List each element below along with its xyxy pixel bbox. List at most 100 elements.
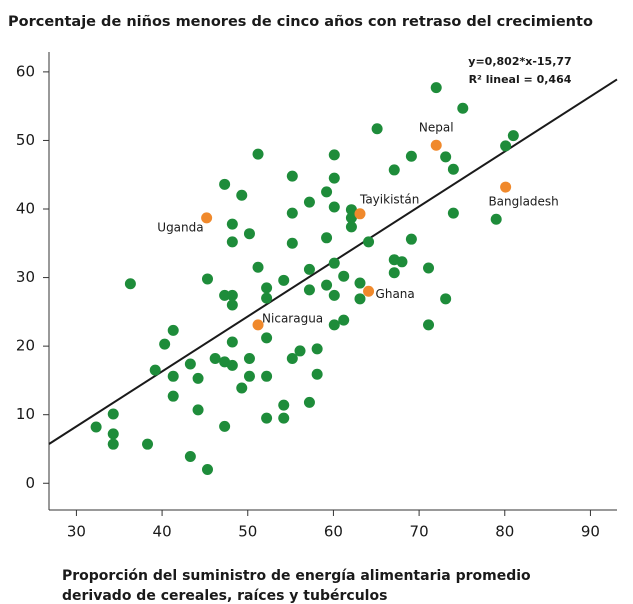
point xyxy=(371,123,383,135)
point xyxy=(226,359,238,371)
point xyxy=(124,278,136,290)
point xyxy=(457,102,469,114)
y-tick-label: 20 xyxy=(16,337,35,355)
point xyxy=(192,372,204,384)
point xyxy=(286,170,298,182)
y-tick-label: 30 xyxy=(16,268,35,286)
point xyxy=(226,336,238,348)
point xyxy=(490,213,502,225)
point xyxy=(321,279,333,291)
point xyxy=(226,299,238,311)
point xyxy=(345,212,357,224)
annotation: R² lineal = 0,464 xyxy=(469,73,572,86)
point-label: Bangladesh xyxy=(488,195,558,209)
point xyxy=(90,421,102,433)
point xyxy=(149,364,161,376)
point xyxy=(405,150,417,162)
point xyxy=(209,352,221,364)
point xyxy=(430,82,442,94)
point xyxy=(328,149,340,161)
point xyxy=(294,345,306,357)
point xyxy=(286,237,298,249)
point xyxy=(321,232,333,244)
y-tick-label: 10 xyxy=(16,405,35,423)
point xyxy=(167,390,179,402)
point xyxy=(363,285,375,297)
x-axis-label: Proporción del suministro de energía ali… xyxy=(62,568,531,584)
y-tick-label: 60 xyxy=(16,62,35,80)
point xyxy=(440,151,452,163)
y-tick-label: 40 xyxy=(16,200,35,218)
point xyxy=(107,408,119,420)
point xyxy=(447,163,459,175)
point xyxy=(286,207,298,219)
x-tick-label: 50 xyxy=(238,523,257,541)
point xyxy=(303,263,315,275)
point xyxy=(236,382,248,394)
point xyxy=(192,404,204,416)
point xyxy=(184,451,196,463)
point xyxy=(430,139,442,151)
point xyxy=(405,233,417,245)
point xyxy=(261,282,273,294)
point xyxy=(243,228,255,240)
point xyxy=(286,352,298,364)
point xyxy=(226,289,238,301)
point xyxy=(107,438,119,450)
point xyxy=(167,370,179,382)
point xyxy=(440,293,452,305)
point xyxy=(328,289,340,301)
point xyxy=(447,207,459,219)
point xyxy=(303,396,315,408)
x-axis-label: derivado de cereales, raíces y tubérculo… xyxy=(62,588,387,604)
point xyxy=(321,186,333,198)
point xyxy=(261,370,273,382)
point xyxy=(328,319,340,331)
point xyxy=(311,343,323,355)
y-tick-label: 50 xyxy=(16,131,35,149)
point xyxy=(107,428,119,440)
y-tick-label: 0 xyxy=(25,474,35,492)
point xyxy=(338,314,350,326)
point xyxy=(201,273,213,285)
point-label: Tayikistán xyxy=(359,192,419,206)
point xyxy=(159,338,171,350)
point xyxy=(219,178,231,190)
point xyxy=(328,172,340,184)
point xyxy=(252,319,264,331)
point xyxy=(345,204,357,216)
point xyxy=(388,164,400,176)
point xyxy=(278,399,290,411)
point xyxy=(278,274,290,286)
point xyxy=(261,412,273,424)
x-tick-label: 60 xyxy=(324,523,343,541)
point xyxy=(236,189,248,201)
point xyxy=(500,181,512,193)
point xyxy=(338,270,350,282)
point-label: Uganda xyxy=(157,220,203,234)
x-tick-label: 40 xyxy=(153,523,172,541)
point xyxy=(500,140,512,152)
point xyxy=(142,438,154,450)
point xyxy=(252,261,264,273)
point xyxy=(354,208,366,220)
point xyxy=(243,370,255,382)
annotation: y=0,802*x-15,77 xyxy=(468,55,571,68)
point xyxy=(184,358,196,370)
point xyxy=(423,319,435,331)
point xyxy=(303,196,315,208)
point-label: Nicaragua xyxy=(262,311,323,325)
point xyxy=(278,412,290,424)
point xyxy=(507,130,519,142)
point xyxy=(226,218,238,230)
point-label: Nepal xyxy=(419,121,454,135)
point xyxy=(167,324,179,336)
point xyxy=(396,256,408,268)
x-tick-label: 90 xyxy=(581,523,600,541)
point xyxy=(311,368,323,380)
point xyxy=(201,464,213,476)
point xyxy=(423,262,435,274)
x-tick-label: 30 xyxy=(67,523,86,541)
